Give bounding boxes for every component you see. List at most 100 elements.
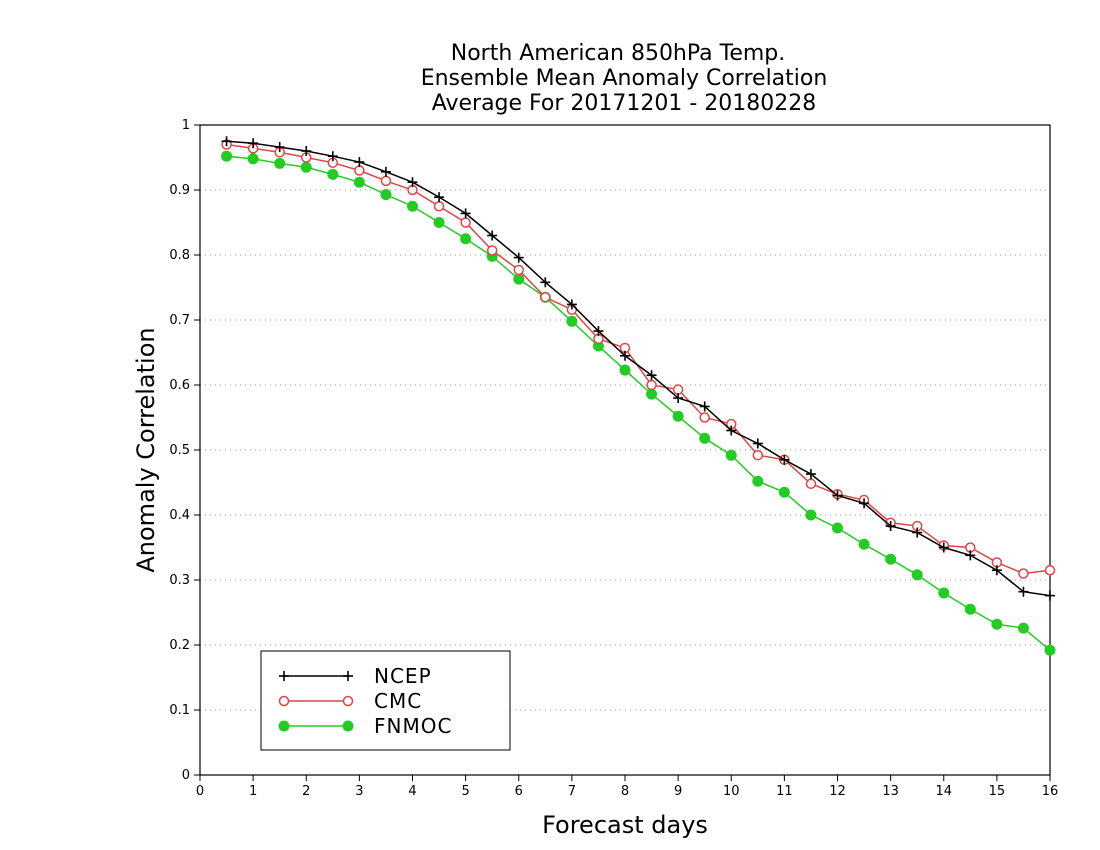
data-point-ncep bbox=[248, 138, 259, 149]
data-point-fnmoc bbox=[433, 217, 445, 228]
data-point-ncep bbox=[540, 277, 551, 288]
data-point-cmc bbox=[433, 201, 445, 212]
data-point-cmc bbox=[513, 264, 524, 276]
data-point-ncep bbox=[407, 177, 418, 188]
data-point-fnmoc bbox=[725, 449, 737, 461]
y-tick-label: 0.3 bbox=[169, 573, 190, 588]
data-point-cmc bbox=[672, 384, 684, 395]
data-point-ncep bbox=[646, 370, 657, 381]
data-point-ncep bbox=[380, 166, 391, 177]
x-tick-label: 9 bbox=[674, 784, 682, 799]
data-point-ncep bbox=[1018, 586, 1029, 597]
x-tick-label: 10 bbox=[723, 784, 740, 799]
y-tick-label: 0.9 bbox=[169, 183, 190, 198]
x-tick-label: 0 bbox=[196, 784, 204, 799]
data-point-fnmoc bbox=[646, 388, 658, 400]
legend-marker-ncep bbox=[343, 671, 353, 681]
grid-lines bbox=[200, 124, 1050, 711]
x-tick-label: 1 bbox=[249, 784, 257, 799]
x-tick-label: 6 bbox=[515, 784, 523, 799]
data-point-ncep bbox=[885, 521, 896, 532]
data-point-fnmoc bbox=[964, 603, 976, 615]
data-point-cmc bbox=[354, 165, 365, 176]
x-axis-ticks: 0 1 2 3 4 5 6 7 8 9 10 11 12 13 14 15 16 bbox=[196, 775, 1058, 799]
data-point-fnmoc bbox=[247, 153, 259, 165]
data-point-fnmoc bbox=[300, 161, 312, 173]
y-axis-ticks: 0 0.1 0.2 0.3 0.4 0.5 0.6 0.7 0.8 0.9 1 bbox=[169, 118, 200, 783]
data-point-fnmoc bbox=[858, 538, 870, 550]
data-point-ncep bbox=[673, 393, 684, 403]
data-point-fnmoc bbox=[221, 150, 233, 162]
data-point-fnmoc bbox=[274, 157, 286, 169]
data-point-fnmoc bbox=[699, 432, 711, 444]
series-ncep bbox=[221, 136, 1055, 601]
y-tick-label: 0.5 bbox=[169, 443, 190, 458]
series-line-cmc bbox=[226, 143, 1051, 575]
legend-marker-fnmoc bbox=[278, 720, 290, 732]
y-tick-label: 0.4 bbox=[169, 508, 190, 523]
data-point-ncep bbox=[699, 401, 710, 412]
data-point-fnmoc bbox=[353, 176, 365, 188]
y-tick-label: 0 bbox=[182, 768, 190, 783]
chart-title-line-1: North American 850hPa Temp. bbox=[451, 41, 786, 66]
series-fnmoc bbox=[221, 150, 1056, 656]
x-tick-label: 13 bbox=[882, 784, 899, 799]
data-point-cmc bbox=[805, 478, 817, 490]
data-point-fnmoc bbox=[938, 587, 950, 599]
data-point-fnmoc bbox=[566, 315, 578, 327]
legend-label-ncep: NCEP bbox=[374, 664, 432, 688]
x-tick-label: 12 bbox=[829, 784, 846, 799]
data-point-fnmoc bbox=[885, 553, 897, 565]
legend-marker-fnmoc bbox=[342, 720, 354, 732]
data-point-ncep bbox=[566, 299, 577, 310]
data-point-ncep bbox=[991, 565, 1002, 576]
data-point-ncep bbox=[779, 454, 790, 465]
data-point-ncep bbox=[434, 192, 445, 203]
data-point-fnmoc bbox=[619, 364, 631, 376]
data-point-fnmoc bbox=[1044, 644, 1056, 656]
x-tick-label: 14 bbox=[935, 784, 952, 799]
data-point-ncep bbox=[274, 142, 285, 153]
y-tick-label: 0.6 bbox=[169, 378, 190, 393]
data-point-fnmoc bbox=[752, 475, 764, 487]
x-axis-label: Forecast days bbox=[542, 811, 708, 839]
data-point-fnmoc bbox=[778, 486, 790, 498]
x-tick-label: 4 bbox=[408, 784, 416, 799]
data-point-ncep bbox=[965, 550, 976, 561]
data-point-ncep bbox=[593, 326, 604, 337]
y-axis-label: Anomaly Correlation bbox=[132, 327, 160, 572]
data-point-ncep bbox=[460, 208, 471, 219]
data-point-fnmoc bbox=[407, 200, 418, 212]
data-point-fnmoc bbox=[513, 273, 525, 285]
data-point-ncep bbox=[752, 438, 763, 449]
data-point-ncep bbox=[327, 151, 338, 162]
y-tick-label: 0.1 bbox=[169, 703, 190, 718]
data-point-ncep bbox=[513, 252, 524, 263]
legend-entry-ncep: NCEP bbox=[279, 664, 432, 688]
series-layer bbox=[221, 136, 1056, 656]
data-point-ncep bbox=[805, 469, 816, 480]
data-point-cmc bbox=[752, 449, 764, 461]
legend-label-cmc: CMC bbox=[374, 689, 422, 713]
chart-title-line-3: Average For 20171201 - 20180228 bbox=[432, 91, 817, 116]
x-tick-label: 3 bbox=[355, 784, 363, 799]
legend-label-fnmoc: FNMOC bbox=[374, 714, 452, 738]
legend-entry-cmc: CMC bbox=[278, 689, 422, 713]
x-tick-label: 2 bbox=[302, 784, 310, 799]
legend-marker-cmc bbox=[278, 695, 290, 707]
series-line-ncep bbox=[226, 140, 1051, 597]
data-point-ncep bbox=[487, 230, 498, 241]
legend-marker-cmc bbox=[342, 695, 354, 707]
data-point-ncep bbox=[1045, 590, 1055, 601]
data-point-fnmoc bbox=[991, 618, 1003, 630]
data-point-cmc bbox=[1044, 565, 1056, 576]
data-point-fnmoc bbox=[327, 168, 339, 180]
data-point-ncep bbox=[726, 425, 737, 436]
data-point-fnmoc bbox=[832, 522, 843, 534]
legend-entry-fnmoc: FNMOC bbox=[278, 714, 452, 738]
data-point-ncep bbox=[832, 490, 843, 501]
data-point-fnmoc bbox=[911, 569, 923, 581]
x-tick-label: 11 bbox=[776, 784, 793, 799]
data-point-ncep bbox=[301, 146, 312, 156]
data-point-fnmoc bbox=[1017, 622, 1029, 634]
